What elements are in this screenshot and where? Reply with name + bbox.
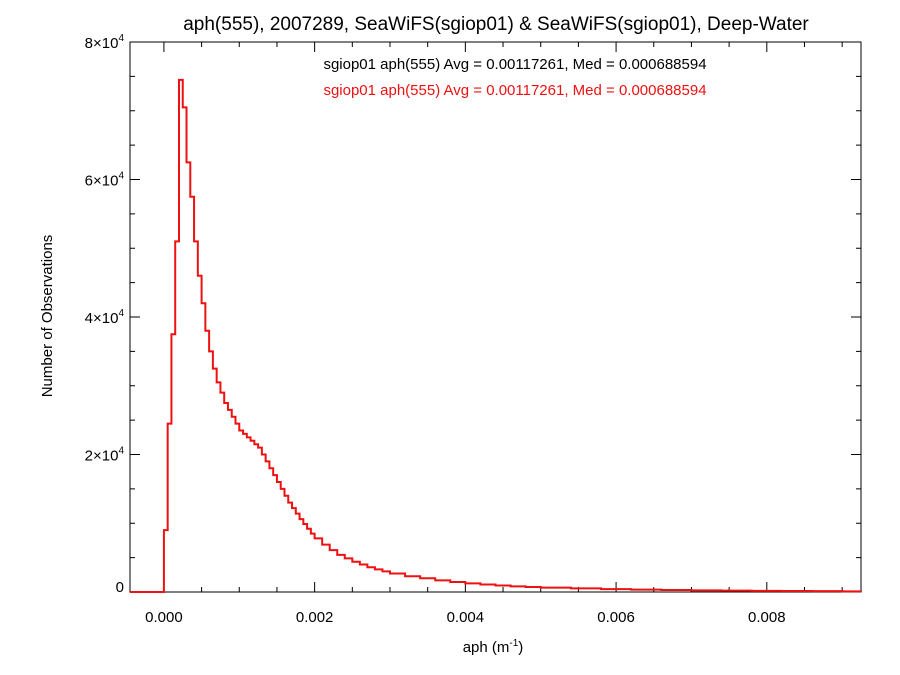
y-tick-label: 6×104 xyxy=(85,171,125,190)
x-axis-label: aph (m-1) xyxy=(463,638,524,656)
y-tick-label: 2×104 xyxy=(85,446,125,465)
x-axis-label-main: aph (m xyxy=(463,639,510,656)
x-tick-label: 0.004 xyxy=(447,609,485,626)
x-axis-ticks: 0.000 0.002 0.004 0.006 0.008 xyxy=(145,42,843,626)
stats-annotation-red: sgiop01 aph(555) Avg = 0.00117261, Med =… xyxy=(323,82,706,99)
y-tick-label-exponent: 4 xyxy=(118,308,124,319)
x-tick-label: 0.006 xyxy=(597,609,635,626)
y-tick-label-exponent: 4 xyxy=(118,446,124,457)
x-tick-label: 0.000 xyxy=(145,609,183,626)
x-axis-label-suffix: ) xyxy=(518,639,523,656)
plot-area xyxy=(129,41,862,593)
y-tick-label-main: 2×10 xyxy=(85,448,119,465)
x-tick-label: 0.008 xyxy=(748,609,786,626)
chart-title: aph(555), 2007289, SeaWiFS(sgiop01) & Se… xyxy=(183,14,809,35)
x-tick-label: 0.002 xyxy=(296,609,334,626)
y-tick-label-exponent: 4 xyxy=(118,33,124,44)
y-tick-label: 8×104 xyxy=(85,33,125,52)
y-tick-label-main: 4×10 xyxy=(85,310,119,327)
y-axis-label: Number of Observations xyxy=(39,235,56,398)
y-tick-label: 4×104 xyxy=(85,308,125,327)
y-tick-label-main: 0 xyxy=(116,579,124,596)
plot-frame xyxy=(129,41,862,593)
stats-annotation-black: sgiop01 aph(555) Avg = 0.00117261, Med =… xyxy=(323,56,706,73)
histogram-series-line xyxy=(130,78,862,593)
y-tick-label-main: 8×10 xyxy=(85,35,119,52)
x-axis-label-superscript: -1 xyxy=(509,638,518,649)
y-tick-label-main: 6×10 xyxy=(85,173,119,190)
series-group xyxy=(130,78,862,593)
y-tick-label: 0 xyxy=(116,579,124,596)
y-tick-label-exponent: 4 xyxy=(118,171,124,182)
